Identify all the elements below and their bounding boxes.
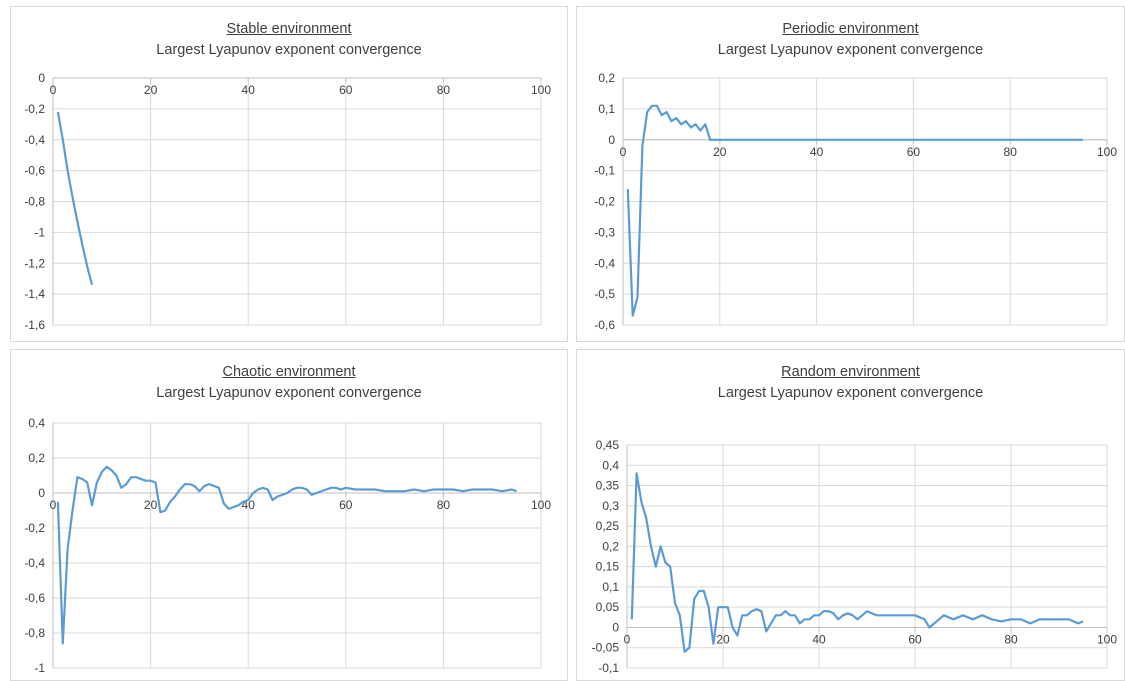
x-tick-label: 60: [339, 83, 353, 97]
series-line: [56, 111, 94, 286]
chart-plot: 0 -0,2 -0,4 -0,6 -0,8 -1 -1,2 -1,4 -1,6 0 20 40 60 80…: [24, 71, 551, 332]
y-tick-label: 0,4: [602, 458, 619, 472]
y-tick-label: -0,2: [24, 102, 45, 116]
x-tick-label: 100: [531, 498, 551, 512]
y-tick-label: -0,8: [24, 195, 45, 209]
x-tick-label: 100: [1097, 145, 1117, 159]
y-tick-label: -0,3: [594, 225, 615, 239]
y-tick-label: -0,8: [24, 626, 45, 640]
y-tick-label: -0,1: [594, 164, 615, 178]
chart-subtitle: Largest Lyapunov exponent convergence: [156, 385, 422, 401]
y-tick-label: -0,4: [594, 256, 615, 270]
chart-title: Periodic environment: [782, 21, 919, 37]
chart-subtitle: Largest Lyapunov exponent convergence: [156, 42, 422, 58]
y-tick-label: 0: [38, 486, 45, 500]
y-tick-label: -1: [34, 661, 45, 675]
y-tick-label: 0,1: [598, 102, 615, 116]
x-tick-label: 80: [437, 83, 451, 97]
y-tick-label: 0,2: [602, 539, 619, 553]
y-tick-label: 0,2: [598, 71, 615, 85]
x-tick-label: 40: [242, 83, 256, 97]
x-tick-label: 80: [437, 498, 451, 512]
x-tick-label: 20: [713, 145, 727, 159]
y-tick-label: 0,05: [596, 600, 620, 614]
y-tick-label: 0,25: [596, 519, 620, 533]
x-tick-label: 100: [1097, 632, 1117, 646]
y-tick-label: -0,6: [24, 164, 45, 178]
x-tick-label: 0: [620, 145, 627, 159]
y-tick-label: -0,05: [592, 641, 620, 655]
y-tick-label: -0,4: [24, 133, 45, 147]
x-tick-label: 60: [908, 632, 922, 646]
x-tick-label: 100: [531, 83, 551, 97]
chart-panel-chaotic: Chaotic environment Largest Lyapunov exp…: [10, 349, 568, 681]
x-tick-label: 60: [907, 145, 921, 159]
y-tick-label: 0: [38, 71, 45, 85]
x-tick-label: 60: [339, 498, 353, 512]
y-tick-label: -0,2: [594, 195, 615, 209]
chart-panel-stable: Stable environment Largest Lyapunov expo…: [10, 6, 568, 342]
chart-subtitle: Largest Lyapunov exponent convergence: [717, 42, 984, 58]
y-tick-label: -1,4: [24, 287, 45, 301]
y-tick-label: 0,15: [596, 560, 620, 574]
y-tick-label: -0,4: [24, 556, 45, 570]
y-tick-label: -1: [34, 225, 45, 239]
y-tick-label: -0,5: [594, 287, 615, 301]
y-tick-label: 0,1: [602, 580, 619, 594]
chart-plot: 0,45 0,4 0,35 0,3 0,25 0,2 0,15 0,1 0,05 0 -0,05 -0…: [592, 438, 1118, 675]
x-tick-label: 80: [1004, 145, 1018, 159]
x-tick-label: 20: [716, 632, 730, 646]
chart-panel-random: Random environment Largest Lyapunov expo…: [576, 349, 1125, 681]
y-tick-label: 0,2: [28, 451, 45, 465]
x-tick-label: 0: [50, 498, 57, 512]
y-tick-label: 0: [608, 133, 615, 147]
chart-subtitle: Largest Lyapunov exponent convergence: [717, 385, 984, 401]
chart-title: Random environment: [781, 364, 920, 380]
chart-plot: 0,40,20-0,2-0,4-0,6-0,8-10 20 40 60 80 100: [24, 416, 551, 675]
chart-plot: 0,2 0,1 0 -0,1 -0,2 -0,3 -0,4 -0,5 -0,6 0 20 40 60 80…: [594, 71, 1117, 332]
x-tick-label: 20: [144, 83, 158, 97]
series-line: [630, 472, 1084, 653]
y-tick-label: 0,3: [602, 499, 619, 513]
y-tick-label: 0,45: [596, 438, 620, 452]
x-tick-label: 40: [810, 145, 824, 159]
y-tick-label: -0,1: [598, 661, 619, 675]
y-tick-label: -0,6: [24, 591, 45, 605]
y-tick-label: -0,6: [594, 318, 615, 332]
y-tick-label: -0,2: [24, 521, 45, 535]
y-tick-label: 0: [612, 620, 619, 634]
y-tick-label: 0,4: [28, 416, 45, 430]
y-tick-label: 0,35: [596, 479, 620, 493]
x-tick-label: 0: [624, 632, 631, 646]
series-line: [56, 465, 517, 645]
y-tick-label: -1,6: [24, 318, 45, 332]
chart-panel-periodic: Periodic environment Largest Lyapunov ex…: [576, 6, 1125, 342]
series-line: [626, 104, 1083, 317]
x-tick-label: 80: [1004, 632, 1018, 646]
chart-title: Stable environment: [226, 21, 352, 37]
y-tick-label: -1,2: [24, 256, 45, 270]
x-tick-label: 20: [144, 498, 158, 512]
x-tick-label: 0: [50, 83, 57, 97]
x-tick-label: 40: [812, 632, 826, 646]
chart-title: Chaotic environment: [222, 364, 356, 380]
